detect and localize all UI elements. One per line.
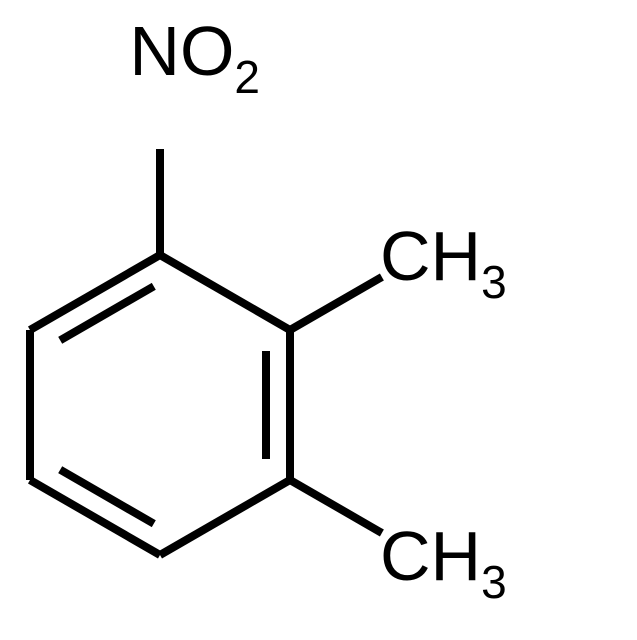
bond <box>160 480 290 555</box>
atom-label-ch3_2: CH3 <box>380 217 507 308</box>
bond <box>290 480 382 533</box>
bond <box>160 255 290 330</box>
atom-label-ch3_3: CH3 <box>380 517 507 608</box>
bond <box>290 277 382 330</box>
bond <box>60 286 154 340</box>
bond <box>60 470 154 524</box>
atom-label-nitro: NO2 <box>129 12 260 103</box>
molecule-diagram: NO2 CH3 CH3 <box>0 0 637 640</box>
